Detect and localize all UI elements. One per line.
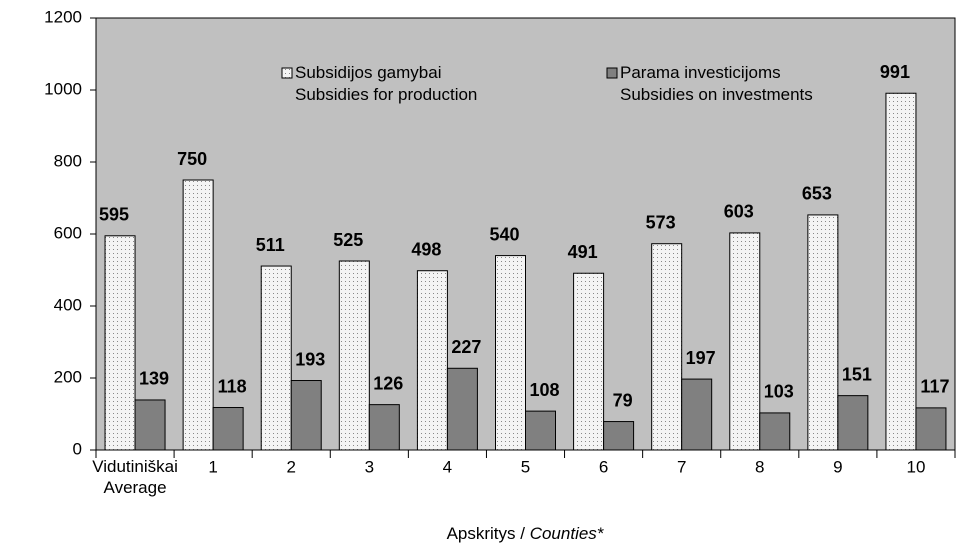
data-label: 197 bbox=[686, 348, 716, 368]
bar bbox=[416, 270, 448, 451]
data-label: 595 bbox=[99, 205, 129, 225]
data-label: 573 bbox=[646, 212, 676, 232]
data-label: 511 bbox=[256, 235, 285, 255]
data-label: 118 bbox=[218, 376, 247, 396]
bar bbox=[368, 404, 400, 451]
data-label: 991 bbox=[880, 62, 910, 82]
bar bbox=[915, 407, 947, 451]
bar bbox=[729, 232, 761, 451]
legend-label: Subsidijos gamybai Subsidies for producti… bbox=[295, 63, 477, 104]
bar bbox=[837, 395, 869, 451]
bar bbox=[885, 92, 917, 451]
bar bbox=[134, 399, 166, 451]
data-label: 603 bbox=[724, 202, 754, 222]
x-tick-label: 3 bbox=[365, 457, 374, 476]
y-tick-label: 800 bbox=[54, 151, 82, 170]
y-tick-label: 1200 bbox=[44, 7, 82, 26]
x-tick-label: 2 bbox=[286, 457, 295, 476]
data-label: 525 bbox=[333, 230, 363, 250]
bar bbox=[182, 179, 214, 451]
x-tick-label: 8 bbox=[755, 457, 764, 476]
y-tick-label: 600 bbox=[54, 223, 82, 242]
x-tick-label: 1 bbox=[208, 457, 217, 476]
data-label: 540 bbox=[489, 224, 519, 244]
data-label: 108 bbox=[529, 380, 559, 400]
x-tick-label: 5 bbox=[521, 457, 530, 476]
x-axis-label-part: Apskritys / bbox=[447, 524, 526, 543]
data-label: 79 bbox=[613, 390, 633, 410]
y-tick-label: 1000 bbox=[44, 79, 82, 98]
bar bbox=[290, 380, 322, 451]
data-label: 227 bbox=[451, 337, 481, 357]
y-tick-label: 200 bbox=[54, 367, 82, 386]
bar bbox=[104, 235, 136, 451]
y-tick-label: 400 bbox=[54, 295, 82, 314]
data-label: 126 bbox=[373, 373, 403, 393]
bar bbox=[759, 412, 791, 451]
data-label: 498 bbox=[411, 239, 441, 259]
bar bbox=[212, 407, 244, 451]
bar bbox=[681, 378, 713, 451]
data-label: 193 bbox=[295, 349, 325, 369]
data-label: 103 bbox=[764, 382, 794, 402]
y-tick-label: 0 bbox=[73, 439, 82, 458]
bar bbox=[495, 255, 526, 451]
bar bbox=[807, 214, 839, 451]
bar bbox=[338, 260, 370, 451]
legend-label: Parama investicijoms Subsidies on investm… bbox=[620, 63, 813, 104]
bar bbox=[260, 265, 292, 451]
data-label: 491 bbox=[568, 242, 598, 262]
x-tick-label: Vidutiniškai Average bbox=[92, 457, 178, 497]
x-tick-label: 10 bbox=[906, 457, 925, 476]
data-label: 151 bbox=[842, 364, 872, 384]
bar bbox=[603, 421, 635, 451]
bar bbox=[525, 410, 556, 451]
x-tick-label: 4 bbox=[443, 457, 452, 476]
x-axis-label-part: Counties* bbox=[530, 524, 605, 543]
x-axis-label: Apskritys / Counties* bbox=[447, 524, 605, 543]
legend-swatch bbox=[606, 67, 618, 79]
bar bbox=[446, 367, 478, 451]
x-tick-label: 9 bbox=[833, 457, 842, 476]
bar bbox=[651, 243, 683, 451]
legend-swatch bbox=[281, 67, 293, 79]
data-label: 750 bbox=[177, 149, 207, 169]
data-label: 653 bbox=[802, 184, 832, 204]
bar bbox=[573, 272, 605, 451]
x-tick-label: 6 bbox=[599, 457, 608, 476]
data-label: 139 bbox=[139, 369, 169, 389]
data-label: 117 bbox=[920, 377, 949, 397]
x-tick-label: 7 bbox=[677, 457, 686, 476]
